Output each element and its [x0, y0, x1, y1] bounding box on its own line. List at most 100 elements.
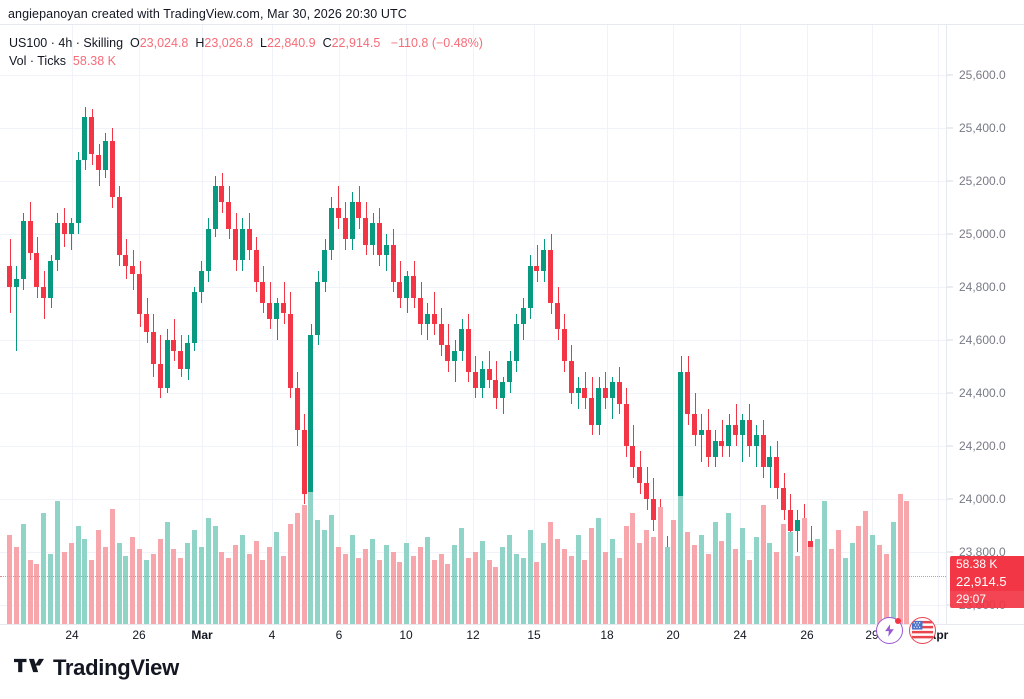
candle-body	[82, 117, 88, 160]
legend-separator-1: ·	[50, 36, 55, 50]
candle-body	[144, 313, 149, 333]
volume-bar	[41, 513, 47, 624]
candle-body	[616, 382, 622, 404]
gridline-vertical	[534, 25, 535, 624]
price-tick-dash	[947, 392, 953, 394]
gridline-vertical	[740, 25, 741, 624]
time-tick-label: 20	[666, 628, 680, 642]
countdown-badge[interactable]: 29:07	[950, 591, 1024, 608]
volume-bar	[349, 534, 355, 624]
candle-body	[370, 223, 376, 245]
candle-body	[130, 265, 136, 274]
time-tick-label: 29	[865, 628, 879, 642]
candle-body	[185, 342, 191, 370]
candle-wick	[742, 414, 743, 462]
gridline-vertical	[339, 25, 340, 624]
volume-bar	[164, 521, 170, 624]
candle-body	[253, 249, 259, 282]
price-tick-dash	[947, 551, 953, 553]
candle-body	[623, 403, 629, 446]
candle-body	[739, 419, 745, 436]
candle-body	[246, 228, 252, 250]
legend-volume-row: Vol · Ticks 58.38 K	[9, 52, 483, 70]
volume-bar	[54, 500, 60, 624]
candle-body	[637, 467, 643, 484]
last-price-badge[interactable]: 22,914.5	[950, 573, 1024, 591]
candle-body	[191, 292, 197, 343]
candle-wick	[277, 297, 278, 340]
candle-body	[342, 218, 348, 240]
legend-symbol[interactable]: US100	[9, 36, 48, 50]
price-tick-label: 24,000.0	[959, 492, 1006, 506]
candle-body	[109, 141, 115, 197]
legend-change: −110.8 (−0.48%)	[390, 36, 483, 50]
volume-bar	[527, 530, 533, 624]
volume-bar	[239, 534, 245, 624]
volume-bar	[260, 560, 266, 624]
candle-body	[239, 228, 245, 261]
candle-body	[520, 308, 526, 325]
candle-body	[287, 313, 293, 388]
chart-frame: 25,600.0 25,400.0 25,200.0 25,000.0 24,800.0…	[0, 24, 1024, 644]
gridline-vertical	[272, 25, 273, 624]
volume-bar	[116, 543, 122, 624]
volume-bar	[137, 549, 143, 624]
volume-bar	[363, 549, 369, 624]
legend-volume-title[interactable]: Vol · Ticks	[9, 54, 66, 68]
volume-bar	[726, 513, 732, 624]
volume-bar	[870, 534, 876, 624]
candle-body	[685, 371, 691, 415]
candle-body	[171, 340, 177, 351]
candle-body	[349, 202, 355, 240]
candle-wick	[612, 377, 613, 420]
legend-high-label: H	[195, 36, 205, 50]
candle-wick	[722, 419, 723, 457]
gridline-vertical	[607, 25, 608, 624]
candle-body	[157, 363, 163, 388]
candle-body	[34, 252, 40, 287]
volume-bar	[287, 523, 293, 624]
volume-bar	[685, 532, 691, 624]
candle-wick	[797, 509, 798, 552]
volume-bar	[500, 547, 506, 624]
candle-body	[390, 244, 396, 282]
gridline-vertical	[202, 25, 203, 624]
volume-bar	[849, 543, 855, 624]
us-flag-icon[interactable]	[909, 617, 936, 644]
volume-value-badge[interactable]: 58.38 K	[950, 556, 1024, 573]
candle-body	[13, 279, 19, 287]
volume-bar	[281, 555, 286, 624]
candle-body	[137, 273, 143, 314]
volume-bar	[835, 530, 841, 624]
volume-bar	[698, 534, 704, 624]
legend-broker[interactable]: Skilling	[83, 36, 124, 50]
lightning-bolt-icon[interactable]	[876, 617, 903, 644]
volume-bar	[705, 553, 711, 624]
price-axis[interactable]: 25,600.0 25,400.0 25,200.0 25,000.0 24,800.0…	[946, 25, 1024, 624]
candle-body	[96, 154, 102, 171]
chart-pane[interactable]	[0, 25, 946, 624]
candle-body	[589, 398, 595, 425]
candle-body	[363, 218, 369, 245]
candle-body	[602, 387, 608, 399]
candle-body	[452, 350, 458, 362]
candle-wick	[578, 377, 579, 409]
volume-bar	[904, 500, 910, 624]
volume-bar	[609, 538, 615, 624]
legend-close-label: C	[322, 36, 332, 50]
candle-body	[212, 186, 218, 229]
candle-body	[493, 379, 499, 399]
legend-low-value: 22,840.9	[266, 36, 316, 50]
time-axis[interactable]: 24 26 Mar 4 6 10 12 15 18 20 24 26 29 Apr	[0, 625, 1024, 655]
tradingview-footer: TradingView	[14, 655, 179, 681]
candle-body	[698, 430, 704, 436]
candle-body	[205, 228, 211, 272]
legend-close-value: 22,914.5	[331, 36, 381, 50]
volume-bar	[746, 560, 752, 624]
volume-bar	[753, 536, 759, 624]
candle-body	[596, 387, 602, 425]
candle-wick	[455, 340, 456, 383]
candle-body	[233, 228, 239, 261]
legend-interval[interactable]: 4h	[58, 36, 73, 50]
volume-bar	[733, 549, 739, 624]
